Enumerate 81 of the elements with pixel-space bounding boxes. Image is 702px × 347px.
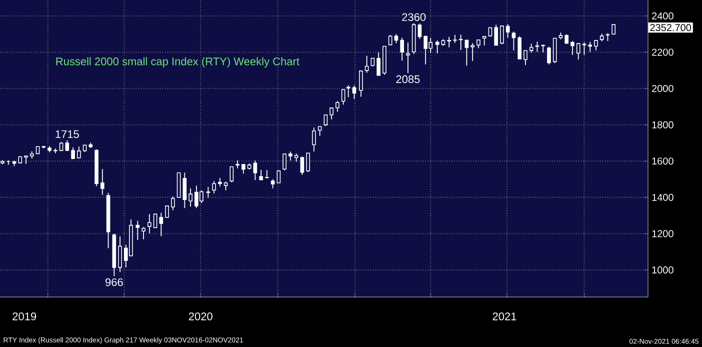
candlestick bbox=[570, 40, 574, 56]
candlestick bbox=[159, 212, 164, 237]
candlestick bbox=[230, 166, 234, 183]
candlestick bbox=[318, 126, 322, 136]
candlestick bbox=[165, 205, 169, 218]
candlestick bbox=[330, 108, 334, 120]
candlestick bbox=[547, 46, 551, 65]
candlestick bbox=[341, 88, 346, 106]
candlestick bbox=[188, 188, 192, 208]
candlestick bbox=[400, 37, 404, 62]
y-tick-label: 2000 bbox=[652, 84, 674, 92]
candlestick bbox=[171, 196, 175, 211]
candlestick bbox=[564, 34, 568, 44]
candlestick bbox=[265, 170, 269, 179]
candlestick bbox=[576, 42, 580, 60]
candlestick bbox=[435, 40, 440, 54]
candlestick bbox=[594, 40, 598, 51]
candlestick bbox=[464, 40, 469, 66]
candlestick bbox=[352, 85, 356, 100]
y-tick-label: 1400 bbox=[652, 194, 674, 201]
candlestick bbox=[524, 50, 528, 66]
x-tick-label: 2021 bbox=[492, 312, 516, 320]
candlestick bbox=[388, 34, 392, 46]
y-tick-label: 1000 bbox=[652, 266, 674, 274]
candlestick bbox=[212, 180, 216, 194]
candlestick bbox=[76, 146, 81, 160]
candlestick bbox=[541, 44, 545, 53]
y-tick-label: 1200 bbox=[652, 230, 674, 238]
candlestick bbox=[153, 214, 158, 228]
x-tick-label: 2020 bbox=[188, 312, 212, 320]
annotation: 966 bbox=[105, 278, 123, 286]
candlestick bbox=[470, 42, 474, 62]
candlestick bbox=[24, 155, 28, 164]
candlestick bbox=[118, 236, 122, 273]
candlestick bbox=[206, 186, 210, 198]
candlestick bbox=[359, 70, 363, 98]
candlestick bbox=[312, 127, 316, 152]
candlestick bbox=[535, 41, 540, 52]
y-tick-label: 1600 bbox=[652, 158, 674, 165]
annotation: 2360 bbox=[402, 13, 426, 22]
candlestick bbox=[324, 114, 328, 127]
candlestick bbox=[506, 24, 510, 38]
candlestick bbox=[552, 38, 557, 64]
text: Russell 2000 small cap Index (RTY) Weekly Chart bbox=[56, 57, 300, 68]
candlestick bbox=[253, 160, 258, 181]
text: 2352.700 bbox=[650, 24, 692, 32]
candlestick bbox=[588, 41, 592, 52]
y-tick-label: 2200 bbox=[652, 48, 674, 56]
candlestick bbox=[282, 153, 286, 171]
candlestick bbox=[482, 36, 486, 46]
candlestick bbox=[148, 214, 152, 234]
x-tick-label: 2019 bbox=[12, 312, 36, 320]
candlestick bbox=[336, 100, 340, 112]
candlestick bbox=[182, 172, 187, 209]
candlestick bbox=[453, 34, 457, 44]
candlestick bbox=[306, 152, 310, 172]
candlestick bbox=[276, 170, 281, 184]
y-tick-label: 1800 bbox=[652, 121, 674, 128]
candlestick bbox=[394, 34, 398, 44]
candlestick bbox=[136, 220, 140, 240]
candlestick bbox=[142, 226, 146, 240]
candlestick bbox=[376, 52, 380, 76]
candlestick bbox=[418, 23, 422, 40]
candlestick bbox=[100, 168, 104, 196]
candlestick bbox=[447, 36, 451, 48]
candlestick bbox=[488, 26, 492, 37]
candlestick bbox=[458, 34, 463, 51]
candlestick bbox=[236, 160, 240, 169]
candlestick bbox=[500, 25, 504, 45]
candlestick bbox=[259, 169, 263, 180]
annotation: 2085 bbox=[396, 75, 420, 84]
y-tick-label: 2400 bbox=[652, 12, 674, 20]
candlestick bbox=[270, 178, 275, 189]
candlestick bbox=[494, 24, 498, 46]
annotation: 1715 bbox=[56, 130, 79, 138]
candlestick bbox=[300, 156, 304, 176]
candlestick bbox=[242, 164, 246, 174]
candlestick bbox=[406, 42, 410, 74]
candlestick bbox=[364, 55, 369, 74]
candlestick bbox=[346, 84, 350, 98]
candlestick bbox=[518, 36, 522, 60]
